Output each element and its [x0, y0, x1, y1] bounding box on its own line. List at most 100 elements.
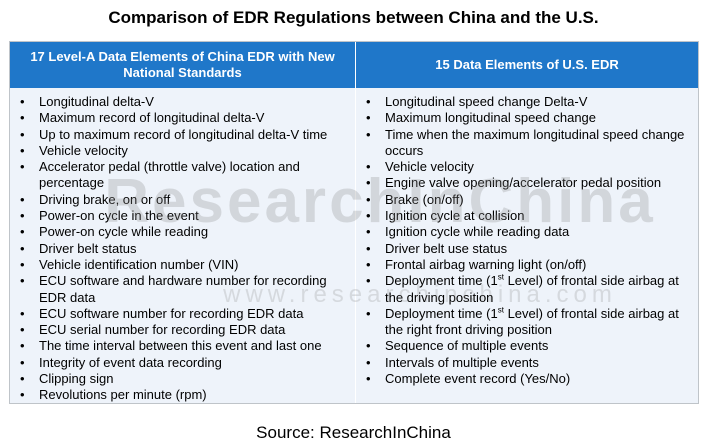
china-column-header: 17 Level-A Data Elements of China EDR wi… [10, 42, 355, 88]
us-element-text: Maximum longitudinal speed change [385, 110, 597, 126]
bullet-icon: • [20, 126, 25, 142]
us-element-text: Brake (on/off) [385, 191, 464, 207]
china-element-text: Revolutions per minute (rpm) [39, 387, 207, 403]
us-element-text: Ignition cycle while reading data [385, 224, 570, 240]
us-element-item: • Driver belt use status [364, 241, 694, 257]
us-element-item: • Vehicle velocity [364, 159, 694, 175]
china-element-item: • ECU software and hardware number for re… [18, 273, 350, 306]
china-element-text: Maximum record of longitudinal delta-V [39, 110, 265, 126]
bullet-icon: • [366, 371, 371, 387]
china-element-text: Vehicle identification number (VIN) [39, 256, 239, 272]
china-elements-column: • Longitudinal delta-V • Maximum record of … [10, 88, 355, 403]
china-element-text: Vehicle velocity [39, 142, 128, 158]
bullet-icon: • [20, 338, 25, 354]
bullet-icon: • [366, 256, 371, 272]
bullet-icon: • [20, 191, 25, 207]
us-element-text: Deployment time (1st Level) of frontal s… [385, 272, 679, 305]
us-elements-list: • Longitudinal speed change Delta-V • Maxim… [364, 94, 694, 387]
china-element-text: Longitudinal delta-V [39, 94, 154, 109]
bullet-icon: • [366, 94, 371, 109]
bullet-icon: • [366, 208, 371, 224]
bullet-icon: • [20, 224, 25, 240]
china-element-text: Accelerator pedal (throttle valve) locat… [39, 159, 300, 191]
china-element-item: • ECU serial number for recording EDR dat… [18, 322, 350, 338]
bullet-icon: • [366, 354, 371, 370]
source-caption: Source: ResearchInChina [256, 423, 451, 442]
us-element-text: Vehicle velocity [385, 159, 474, 175]
us-element-text: Ignition cycle at collision [385, 208, 525, 224]
bullet-icon: • [20, 94, 25, 109]
china-element-item: • Power-on cycle while reading [18, 224, 350, 240]
page-title: Comparison of EDR Regulations between Ch… [108, 8, 599, 27]
china-element-item: • Vehicle velocity [18, 143, 350, 159]
ordinal-suffix: st [497, 272, 504, 282]
bullet-icon: • [20, 240, 25, 256]
bullet-icon: • [366, 126, 371, 142]
china-element-text: Up to maximum record of longitudinal del… [39, 126, 328, 142]
china-element-item: • Maximum record of longitudinal delta-V [18, 110, 350, 126]
us-element-item: • Maximum longitudinal speed change [364, 110, 694, 126]
us-element-text: Frontal airbag warning light (on/off) [385, 256, 587, 272]
column-divider [355, 42, 356, 403]
bullet-icon: • [20, 142, 25, 158]
china-element-text: Driver belt status [39, 240, 137, 256]
bullet-icon: • [20, 305, 25, 321]
china-element-item: • Power-on cycle in the event [18, 208, 350, 224]
china-element-text: Power-on cycle while reading [39, 224, 209, 240]
bullet-icon: • [366, 273, 371, 289]
china-element-text: Clipping sign [39, 371, 114, 387]
us-element-text: Deployment time (1st Level) of frontal s… [385, 305, 679, 338]
bullet-icon: • [366, 159, 371, 175]
bullet-icon: • [366, 338, 371, 354]
us-element-item: • Ignition cycle at collision [364, 208, 694, 224]
bullet-icon: • [20, 256, 25, 272]
comparison-table: 17 Level-A Data Elements of China EDR wi… [9, 41, 699, 404]
us-column-header-label: 15 Data Elements of U.S. EDR [435, 57, 619, 72]
bullet-icon: • [366, 175, 371, 191]
ordinal-suffix: st [497, 305, 504, 315]
us-element-item: • Deployment time (1st Level) of frontal … [364, 306, 694, 339]
us-element-text: Intervals of multiple events [385, 354, 539, 370]
bullet-icon: • [20, 208, 25, 224]
bullet-icon: • [366, 240, 371, 256]
bullet-icon: • [20, 387, 25, 403]
us-elements-column: • Longitudinal speed change Delta-V • Maxim… [356, 88, 698, 403]
china-element-text: Driving brake, on or off [39, 191, 171, 207]
china-element-item: • Driver belt status [18, 241, 350, 257]
bullet-icon: • [20, 371, 25, 387]
bullet-icon: • [20, 159, 25, 175]
china-element-text: Integrity of event data recording [39, 354, 222, 370]
us-element-item: • Engine valve opening/accelerator pedal … [364, 175, 694, 191]
bullet-icon: • [20, 322, 25, 338]
china-element-item: • Driving brake, on or off [18, 192, 350, 208]
us-element-item: • Intervals of multiple events [364, 355, 694, 371]
bullet-icon: • [20, 273, 25, 289]
us-element-item: • Complete event record (Yes/No) [364, 371, 694, 387]
china-element-text: ECU software and hardware number for rec… [39, 273, 327, 305]
china-element-item: • The time interval between this event an… [18, 338, 350, 354]
us-element-text: Driver belt use status [385, 240, 508, 256]
us-element-text: Complete event record (Yes/No) [385, 371, 571, 387]
bullet-icon: • [20, 110, 25, 126]
us-element-item: • Brake (on/off) [364, 192, 694, 208]
us-column-header: 15 Data Elements of U.S. EDR [356, 42, 698, 88]
us-element-text: Sequence of multiple events [385, 338, 549, 354]
china-element-item: • ECU software number for recording EDR d… [18, 306, 350, 322]
china-element-item: • Longitudinal delta-V [18, 94, 350, 110]
bullet-icon: • [366, 305, 371, 321]
us-element-item: • Longitudinal speed change Delta-V [364, 94, 694, 110]
us-element-item: • Sequence of multiple events [364, 338, 694, 354]
us-element-text: Longitudinal speed change Delta-V [385, 94, 588, 109]
china-element-text: Power-on cycle in the event [39, 208, 199, 224]
china-column-header-label: 17 Level-A Data Elements of China EDR wi… [30, 49, 335, 80]
us-element-item: • Deployment time (1st Level) of frontal … [364, 273, 694, 306]
china-element-item: • Accelerator pedal (throttle valve) loca… [18, 159, 350, 192]
china-element-item: • Vehicle identification number (VIN) [18, 257, 350, 273]
bullet-icon: • [20, 354, 25, 370]
bullet-icon: • [366, 110, 371, 126]
china-element-item: • Clipping sign [18, 371, 350, 387]
china-element-item: • Up to maximum record of longitudinal de… [18, 127, 350, 143]
us-element-text: Engine valve opening/accelerator pedal p… [385, 175, 662, 191]
china-elements-list: • Longitudinal delta-V • Maximum record of … [18, 94, 350, 404]
us-element-item: • Ignition cycle while reading data [364, 224, 694, 240]
